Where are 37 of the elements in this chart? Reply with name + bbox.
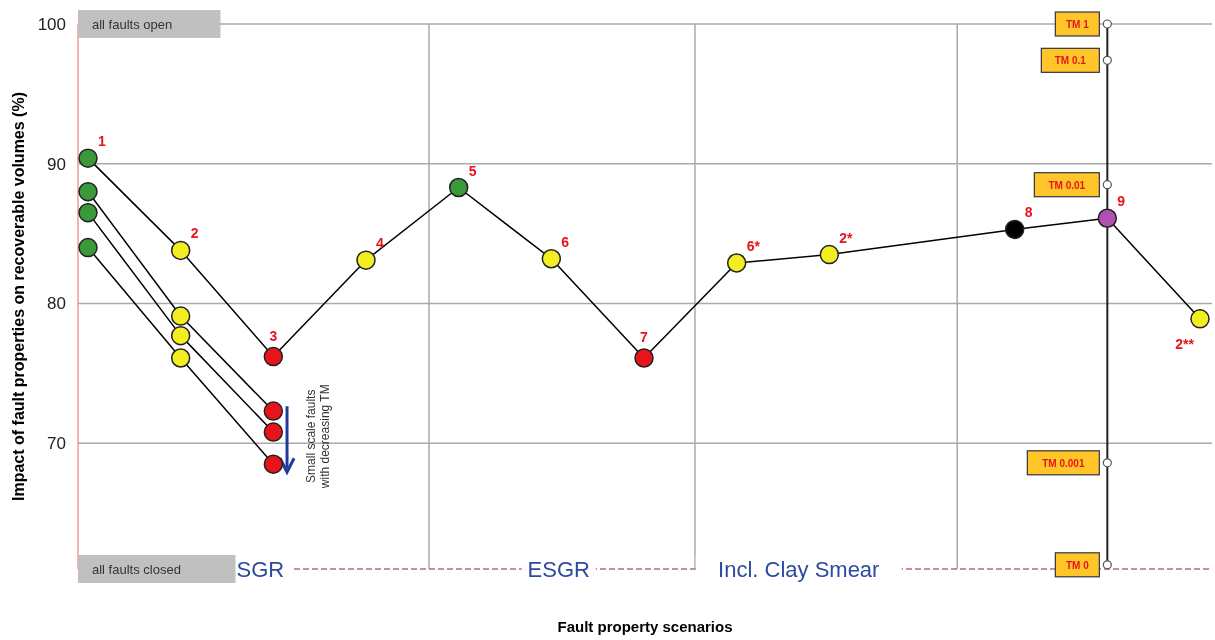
annotation: 9 [1117, 193, 1126, 210]
annotation: TM 0.01 [1048, 179, 1086, 191]
y-tick-label: 80 [47, 294, 66, 314]
point [726, 253, 747, 273]
annotation: Incl. Clay Smear [718, 557, 880, 582]
annotation: 6* [746, 237, 761, 254]
annotation: 2* [839, 229, 854, 246]
annotation: 4 [376, 235, 384, 252]
point [1097, 208, 1118, 228]
annotation: 1 [98, 133, 106, 150]
point [170, 240, 191, 261]
point [1004, 219, 1025, 240]
point [356, 250, 376, 270]
annotation: TM 0 [1065, 559, 1090, 571]
point [541, 249, 562, 269]
annotation: TM 0.1 [1054, 55, 1087, 67]
annotation: 7 [640, 328, 649, 345]
annotation: 5 [468, 162, 477, 179]
annotation: all faults closed [92, 562, 181, 577]
annotation: TM 1 [1065, 19, 1090, 30]
y-tick-label: 100 [37, 15, 66, 34]
annotation: all faults open [92, 17, 173, 32]
x-axis-title: Fault property scenarios [557, 618, 733, 635]
point [819, 244, 840, 265]
y-tick-label: 70 [47, 434, 66, 454]
annotation: ESGR [527, 557, 590, 582]
annotation: TM 0.001 [1042, 457, 1085, 469]
annotation: 3 [269, 327, 278, 344]
y-axis-title: Impact of fault properties on recoverable volumes (%) [10, 92, 27, 501]
annotation: 2 [190, 225, 199, 242]
annotation: 6 [561, 233, 570, 250]
y-tick-label: 90 [47, 154, 66, 174]
annotation: 8 [1024, 204, 1033, 221]
annotation: SGR [236, 557, 285, 582]
annotation: 2** [1175, 335, 1195, 352]
point [1190, 309, 1210, 329]
annotation: Small scale faults with decreasing TM [304, 384, 333, 490]
